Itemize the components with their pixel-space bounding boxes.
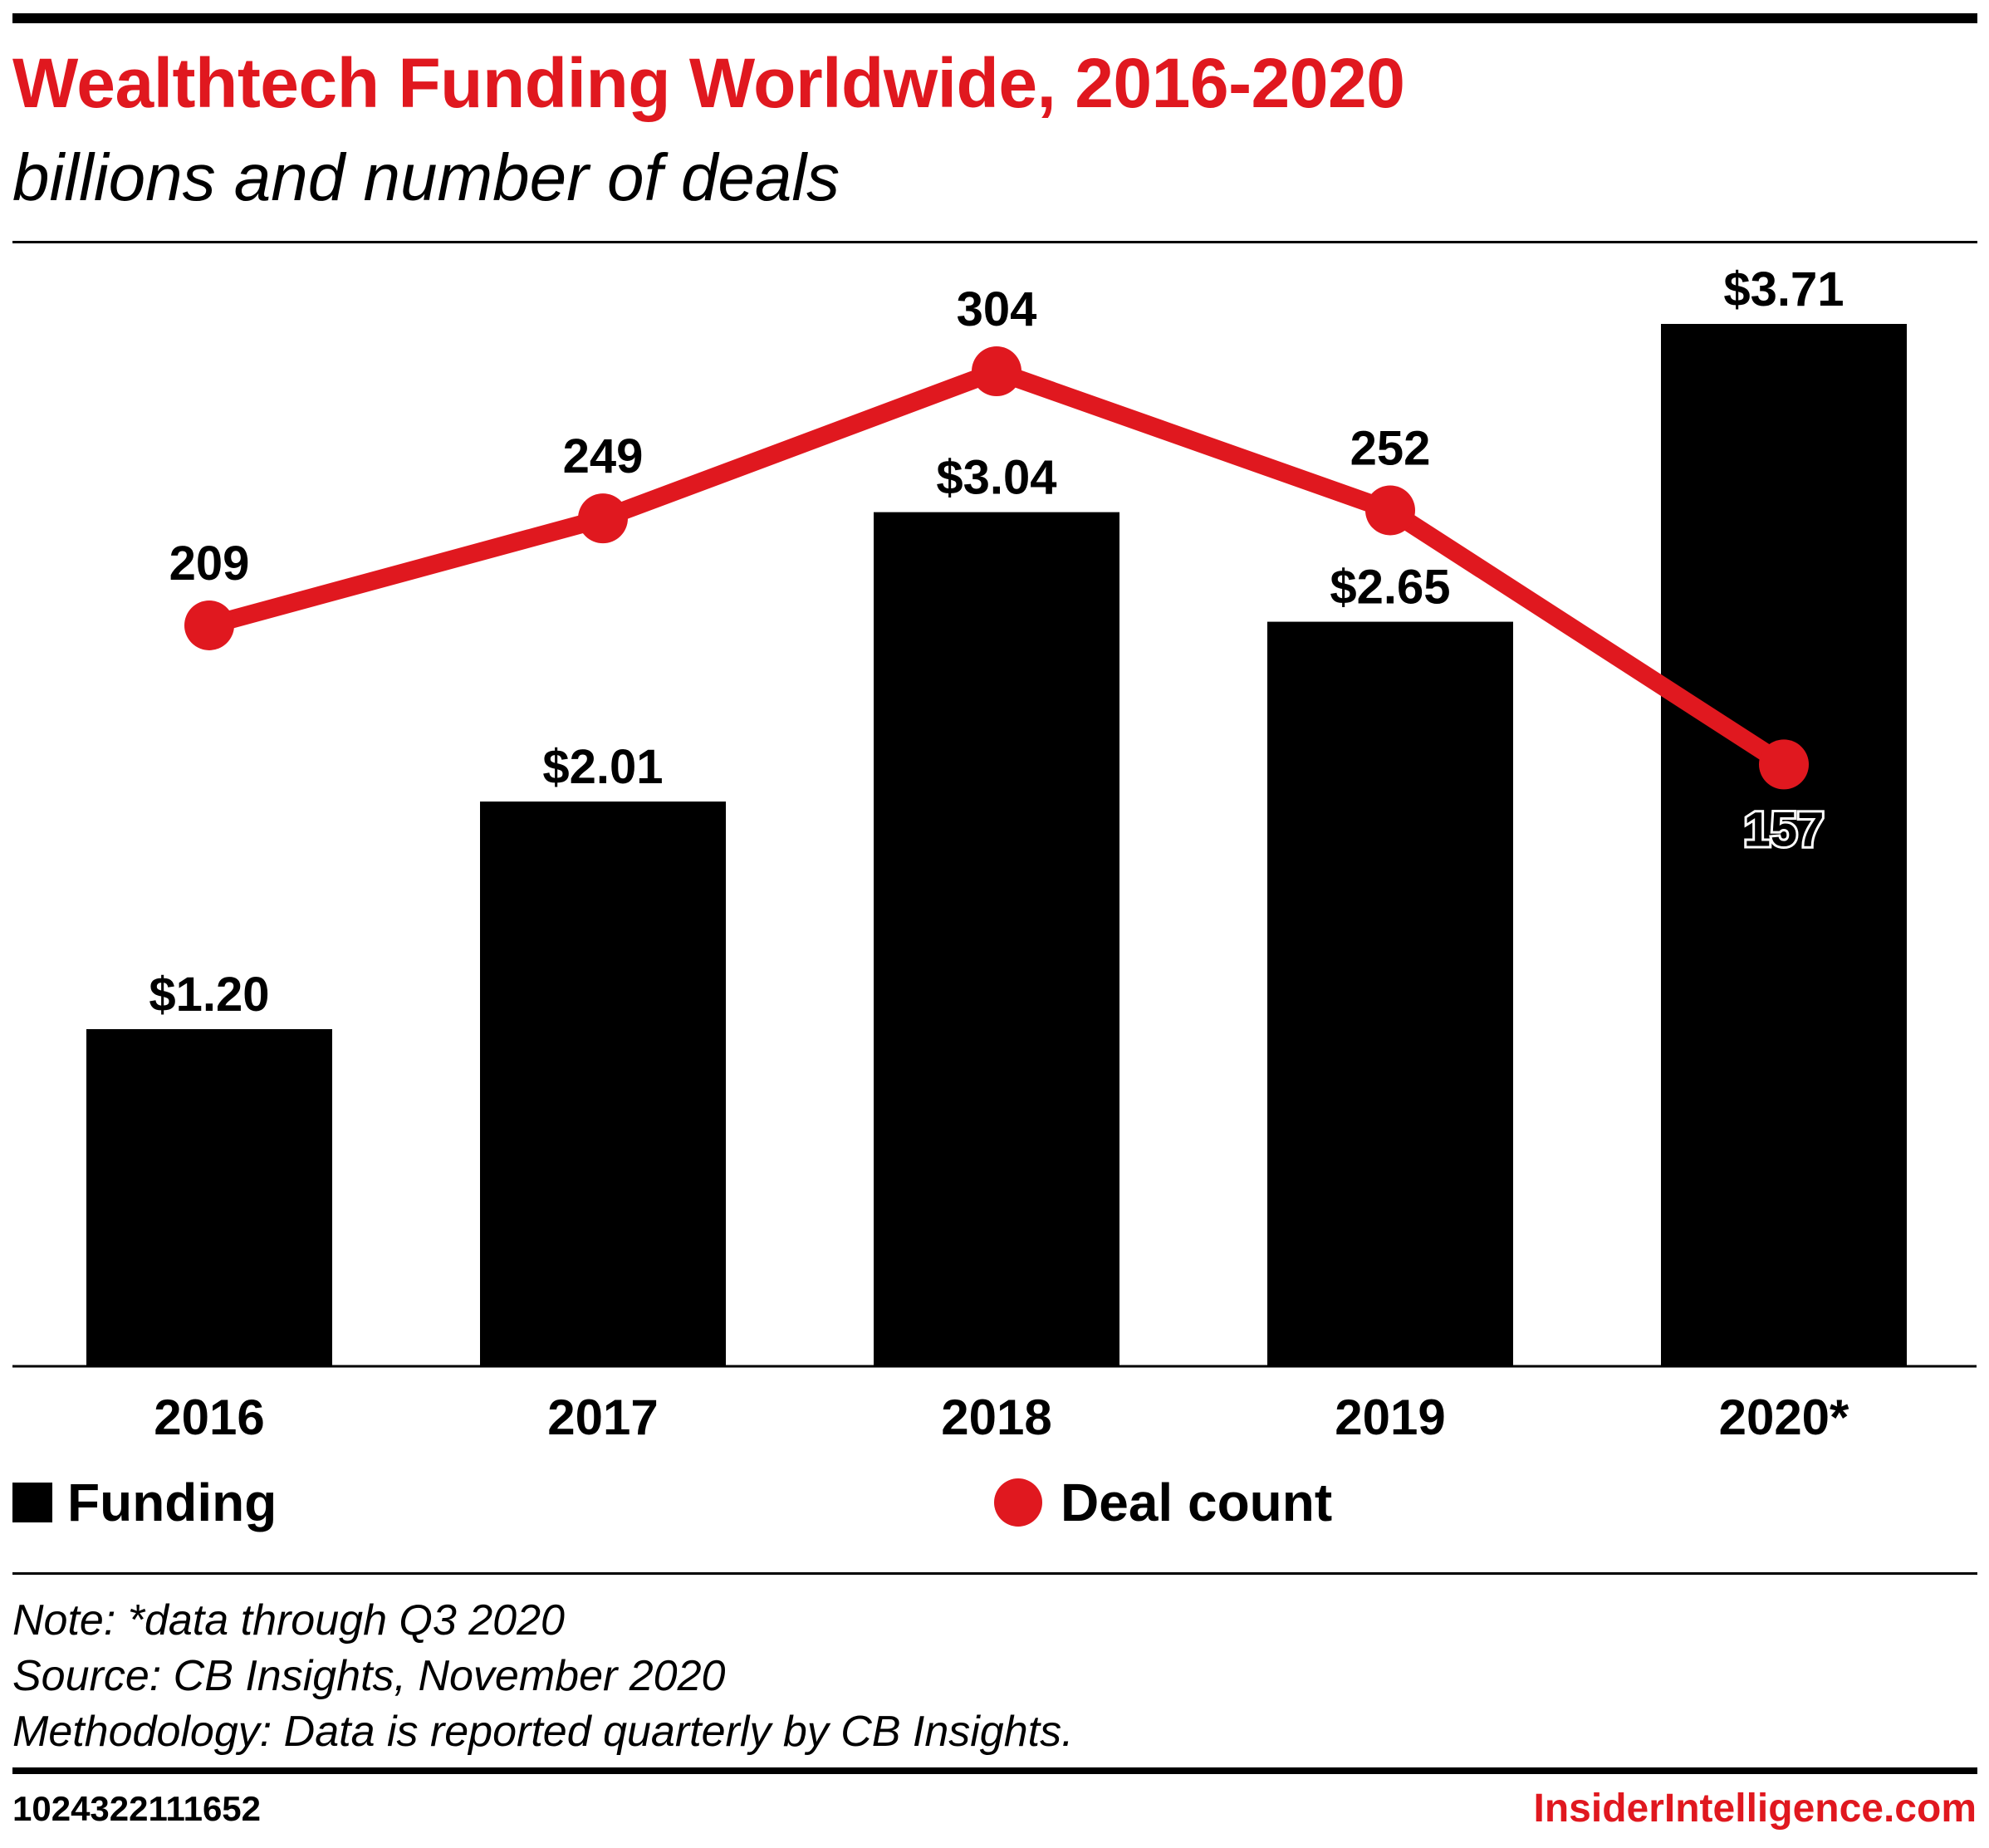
chart-id: 1024322111652 (12, 1789, 262, 1828)
chart-title: Wealthtech Funding Worldwide, 2016-2020 (12, 44, 1405, 122)
deal-point-1 (578, 493, 628, 544)
top-rule (12, 13, 1977, 23)
bar-1 (480, 801, 726, 1366)
bar-label-4: $3.71 (1723, 262, 1844, 316)
legend-funding-label: Funding (67, 1473, 277, 1532)
bar-label-0: $1.20 (149, 968, 269, 1022)
notes: Note: *data through Q3 2020 Source: CB I… (12, 1593, 1074, 1760)
legend-funding: Funding (12, 1472, 277, 1533)
deal-point-0 (184, 600, 234, 650)
x-tick-label-0: 2016 (154, 1390, 264, 1445)
deal-count-dot-icon (994, 1478, 1042, 1527)
deal-point-4 (1759, 739, 1809, 790)
deal-label-4: 157 (1744, 802, 1825, 856)
methodology-text: Methodology: Data is reported quarterly … (12, 1708, 1074, 1756)
bar-0 (86, 1029, 332, 1366)
x-tick-label-4: 2020* (1719, 1390, 1849, 1445)
deal-label-2: 304 (957, 282, 1037, 336)
chart-plot: $1.20 $2.01 $3.04 $2.65 $3.71 2016 2017 2018 201… (12, 262, 1977, 1445)
header-divider (12, 241, 1977, 243)
bar-4 (1661, 324, 1907, 1366)
deal-point-3 (1365, 485, 1415, 536)
x-tick-label-3: 2019 (1335, 1390, 1445, 1445)
legend-deal-count-label: Deal count (1061, 1473, 1333, 1532)
bar-label-3: $2.65 (1330, 561, 1450, 615)
x-tick-label-1: 2017 (547, 1390, 658, 1445)
notes-divider (12, 1572, 1977, 1575)
bar-label-1: $2.01 (542, 740, 663, 794)
bar-2 (874, 512, 1119, 1366)
deal-label-3: 252 (1350, 421, 1431, 475)
deal-label-0: 209 (169, 537, 250, 591)
deal-label-1: 249 (563, 429, 644, 483)
source-text: Source: CB Insights, November 2020 (12, 1652, 726, 1700)
brand-link[interactable]: InsiderIntelligence.com (1533, 1787, 1977, 1831)
bar-label-2: $3.04 (936, 451, 1056, 505)
note-text: Note: *data through Q3 2020 (12, 1596, 565, 1645)
deal-point-2 (972, 346, 1021, 396)
footer-rule (12, 1767, 1977, 1774)
x-tick-label-2: 2018 (941, 1390, 1051, 1445)
chart-subtitle: billions and number of deals (12, 140, 840, 214)
funding-swatch (12, 1483, 52, 1522)
bar-3 (1267, 621, 1513, 1366)
legend-deal-count: Deal count (994, 1472, 1332, 1533)
